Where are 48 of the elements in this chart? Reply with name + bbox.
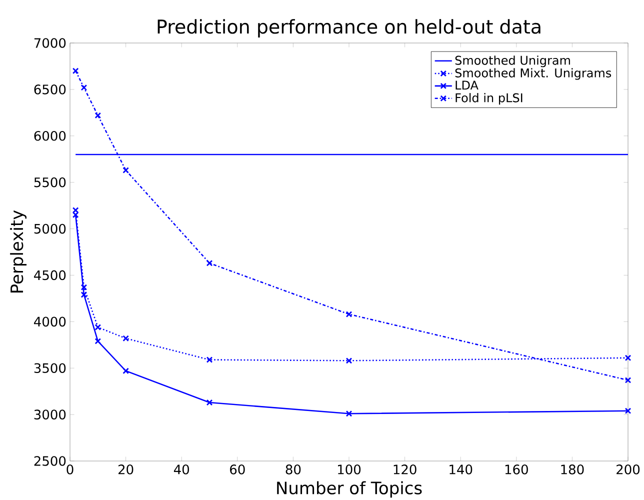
legend-label: Fold in pLSI xyxy=(456,93,522,105)
x-tick-label: 180 xyxy=(561,464,584,474)
point xyxy=(624,408,632,414)
x-tick-label: 140 xyxy=(450,464,472,474)
point xyxy=(206,356,213,363)
y-tick-label: 2500 xyxy=(34,456,66,466)
y-tick-label: 7000 xyxy=(34,38,66,48)
point xyxy=(206,399,213,406)
y-tick-label: 5000 xyxy=(34,224,66,234)
point xyxy=(206,260,213,266)
x-tick-label: 0 xyxy=(66,464,74,474)
point xyxy=(94,338,102,344)
y-tick-label: 3000 xyxy=(34,410,66,420)
y-tick-label: 5500 xyxy=(34,177,66,188)
point xyxy=(72,212,79,218)
point xyxy=(122,335,129,342)
legend-label: Smoothed Mixt. Unigrams xyxy=(455,68,612,80)
y-axis-title: Perplexity xyxy=(10,210,27,292)
point xyxy=(72,68,79,74)
x-axis-title: Number of Topics xyxy=(277,481,422,498)
point xyxy=(122,368,129,374)
y-tick-label: 3500 xyxy=(34,363,66,374)
x-tick-label: 80 xyxy=(286,464,301,474)
x-tick-label: 200 xyxy=(616,464,640,474)
x-tick-label: 20 xyxy=(118,464,134,474)
y-tick-label: 6500 xyxy=(34,84,66,94)
x-tick-label: 160 xyxy=(505,464,528,474)
y-tick-label: 6000 xyxy=(34,130,66,141)
point xyxy=(80,292,88,298)
point xyxy=(94,324,102,330)
point xyxy=(122,167,129,174)
x-tick-label: 120 xyxy=(394,464,416,474)
point xyxy=(624,377,632,384)
point xyxy=(624,354,632,362)
point xyxy=(94,112,102,119)
point xyxy=(346,311,352,318)
y-tick-label: 4500 xyxy=(34,270,66,280)
y-tick-label: 4000 xyxy=(34,316,66,327)
point xyxy=(80,284,88,290)
point xyxy=(346,410,352,417)
legend-label: Smoothed Unigram xyxy=(455,56,570,68)
point xyxy=(346,358,352,364)
x-tick-label: 60 xyxy=(230,464,245,474)
chart-title: Prediction performance on held-out data xyxy=(158,19,540,38)
legend-label: LDA xyxy=(456,80,478,90)
x-tick-label: 40 xyxy=(174,464,189,474)
x-tick-label: 100 xyxy=(338,464,361,474)
point xyxy=(80,84,88,91)
